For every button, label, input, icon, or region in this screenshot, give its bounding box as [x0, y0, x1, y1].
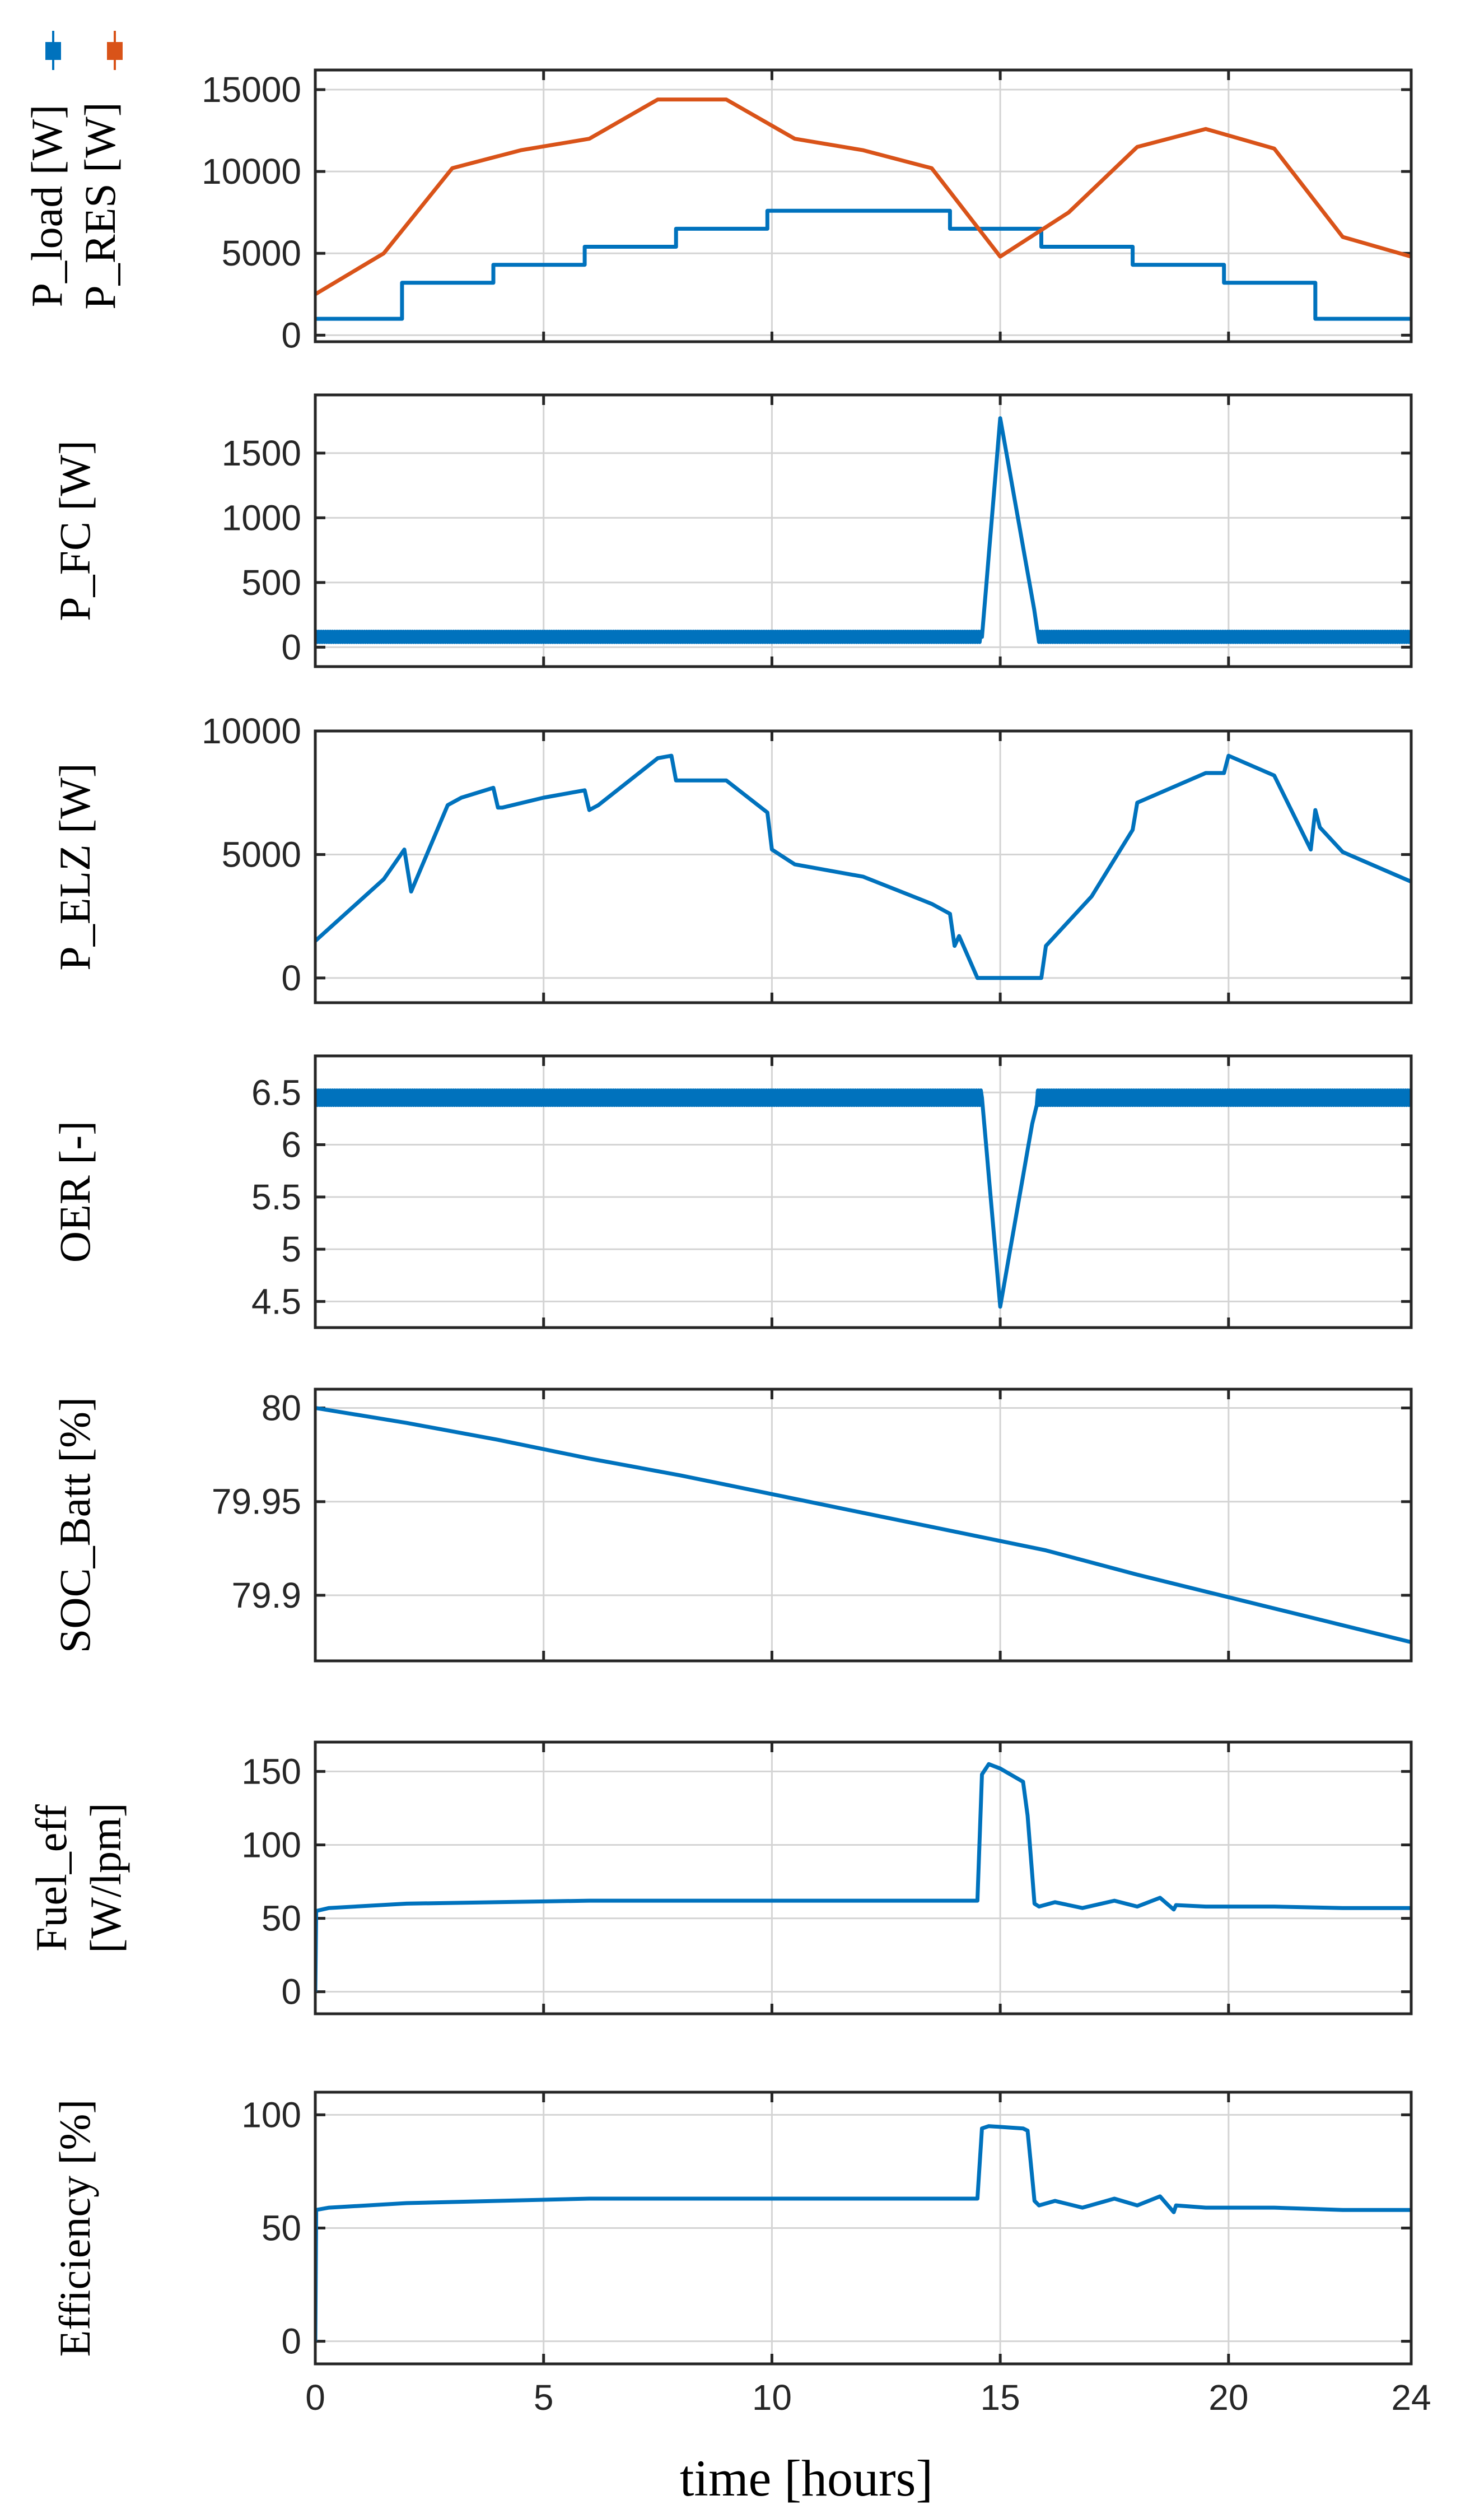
y-tick-label: 79.95	[212, 1482, 301, 1522]
y-axis-label: OER [-]	[50, 1121, 99, 1263]
y-tick-label: 5000	[222, 834, 301, 874]
y-tick-label: 15000	[202, 69, 301, 110]
series-line-oer-	[315, 1088, 1411, 1309]
y-tick-label: 500	[241, 562, 301, 603]
icon-box	[107, 42, 123, 60]
x-tick-label: 24	[1391, 2377, 1431, 2418]
y-tick-label: 1500	[222, 433, 301, 473]
series-line-soc-batt-	[315, 1405, 1411, 1644]
y-tick-label: 0	[281, 2321, 301, 2362]
y-axis-label: P_load [W]	[22, 105, 71, 308]
axes-frame	[314, 1388, 1413, 1663]
panel-6: 0 50 100 150 Fuel_eff [W/lpm]	[27, 1740, 1413, 2015]
y-tick-label: 1000	[222, 497, 301, 538]
box-plot-icon-blue	[45, 31, 61, 70]
x-tick-label: 20	[1208, 2377, 1248, 2418]
y-axis-label: Fuel_eff	[27, 1804, 76, 1952]
y-tick-label: 6.5	[251, 1072, 301, 1112]
y-tick-label: 10000	[202, 151, 301, 192]
axes-frame	[314, 68, 1413, 343]
box-plot-icon-orange	[107, 31, 123, 70]
panel-2: 0 500 1000 1500 P_FC [W]	[50, 393, 1413, 668]
y-tick-label: 4.5	[251, 1281, 301, 1321]
y-tick-label: 50	[262, 2208, 301, 2248]
panel-4: 4.5 5 5.5 6 6.5 OER [-]	[50, 1054, 1413, 1329]
axes-frame	[314, 2091, 1413, 2366]
y-tick-label: 5	[281, 1229, 301, 1269]
series-line-p-elz-w-	[315, 753, 1411, 980]
y-tick-label: 0	[281, 315, 301, 355]
series-line-p-res-w-	[315, 97, 1411, 296]
y-tick-label: 79.9	[231, 1575, 301, 1616]
y-tick-label: 5000	[222, 233, 301, 273]
axes-frame	[314, 1740, 1413, 2015]
y-axis-label: [W/lpm]	[81, 1803, 130, 1953]
panel-7: 0 50 100 Efficiency [%]	[50, 2091, 1413, 2366]
y-tick-label: 5.5	[251, 1177, 301, 1217]
y-tick-label: 80	[262, 1388, 301, 1428]
panel-3: 0 5000 10000 P_ELZ [W]	[50, 711, 1413, 1004]
axes-frame	[314, 393, 1413, 668]
axes-frame	[314, 1054, 1413, 1329]
y-tick-label: 0	[281, 1972, 301, 2012]
y-tick-label: 10000	[202, 711, 301, 751]
y-tick-label: 50	[262, 1898, 301, 1939]
series-line-p-load-w-	[315, 208, 1411, 321]
y-axis-label: Efficiency [%]	[50, 2099, 99, 2357]
x-tick-label: 0	[305, 2377, 325, 2418]
series-line-fuel-eff-w-lpm-	[315, 1762, 1411, 1992]
panel-5: 79.9 79.95 80 SOC_Batt [%]	[50, 1388, 1413, 1663]
y-tick-label: 150	[241, 1751, 301, 1791]
x-axis: 0 5 10 15 20 24	[305, 2377, 1431, 2418]
y-tick-label: 6	[281, 1125, 301, 1165]
y-axis-label: P_FC [W]	[50, 440, 99, 621]
y-tick-label: 0	[281, 958, 301, 998]
y-axis-label: P_RES [W]	[76, 102, 124, 310]
y-tick-label: 0	[281, 627, 301, 667]
x-tick-label: 5	[534, 2377, 554, 2418]
series-line-p-fc-w-	[315, 416, 1411, 644]
x-tick-label: 10	[752, 2377, 792, 2418]
icon-box	[45, 42, 61, 60]
y-axis-label: P_ELZ [W]	[50, 763, 99, 970]
x-axis-label: time [hours]	[680, 2450, 933, 2507]
axes-frame	[314, 729, 1413, 1004]
panel-1: 0 5000 10000 15000 P_load [W] P_RES [W]	[22, 68, 1413, 355]
x-tick-label: 15	[981, 2377, 1020, 2418]
y-tick-label: 100	[241, 2094, 301, 2135]
y-axis-label: SOC_Batt [%]	[50, 1397, 99, 1653]
legend-icons	[45, 31, 123, 70]
y-tick-label: 100	[241, 1825, 301, 1865]
series-line-efficiency-	[315, 2124, 1411, 2341]
